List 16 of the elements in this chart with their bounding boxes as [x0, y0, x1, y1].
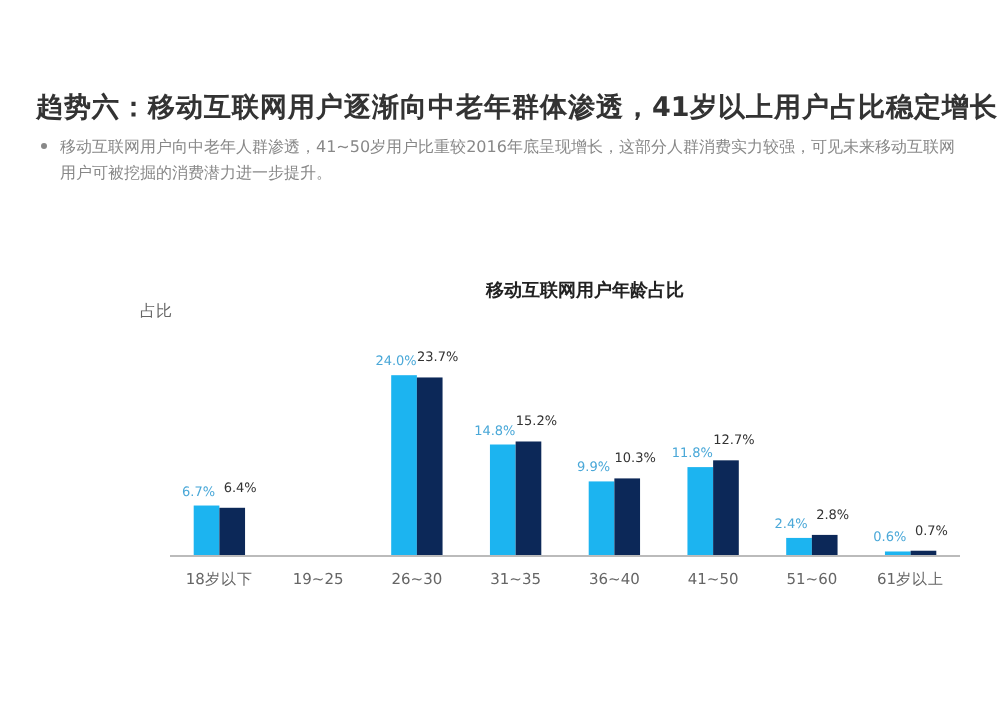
bar [515, 441, 542, 556]
bar [219, 507, 246, 556]
bar [786, 537, 812, 556]
text: 移动互联网用户向中老年人群渗透，41~50岁用户比重较2016年底呈现增长，这部分人群消费实力较强，可见未来移动互联网用户可被挖掘的消费潜力进一步提升。 [60, 138, 955, 182]
bar [416, 377, 443, 556]
bar [391, 375, 417, 556]
bar [193, 505, 220, 556]
chart-subtitle: 趋势六：移动互联网用户逐渐向中老年群体渗透，41岁以上用户占比稳定增长 [34, 90, 1000, 124]
bar [713, 460, 739, 556]
y-axis-title: 占比 [140, 302, 172, 320]
bar [489, 444, 516, 556]
bar [811, 534, 838, 556]
bar [588, 481, 615, 556]
chart-title: 移动互联网用户年龄占比 [484, 280, 684, 302]
bar [687, 467, 714, 556]
bar [614, 478, 641, 556]
